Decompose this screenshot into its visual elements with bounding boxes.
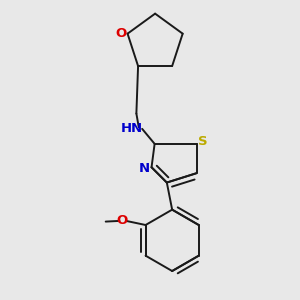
Text: H: H (121, 122, 132, 135)
Text: N: N (139, 163, 150, 176)
Text: O: O (116, 214, 128, 227)
Text: O: O (116, 27, 127, 40)
Text: N: N (131, 122, 142, 135)
Text: S: S (198, 135, 208, 148)
